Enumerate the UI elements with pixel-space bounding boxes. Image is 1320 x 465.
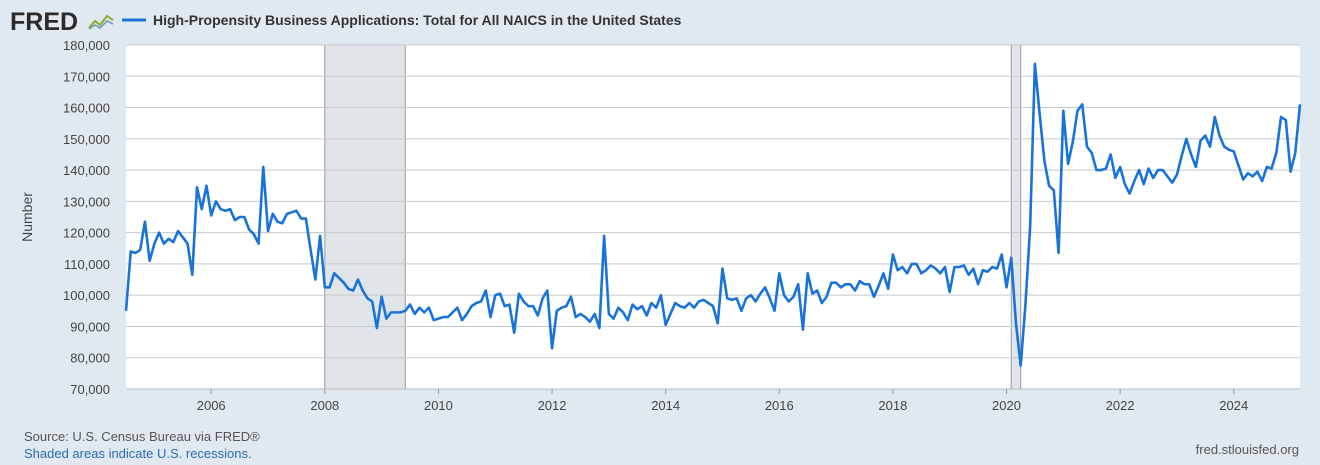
y-tick-label: 70,000: [70, 382, 110, 397]
y-axis-ticks: 70,000 80,000 90,000 100,000 110,000 120,000 1…: [63, 38, 110, 397]
x-tick-label: 2006: [197, 398, 226, 413]
fred-url-link[interactable]: fred.stlouisfed.org: [1195, 442, 1299, 457]
x-tick-label: 2008: [310, 398, 339, 413]
x-tick-label: 2018: [878, 398, 907, 413]
y-tick-label: 170,000: [63, 69, 110, 84]
y-tick-label: 140,000: [63, 163, 110, 178]
x-tick-label: 2012: [538, 398, 567, 413]
legend: High-Propensity Business Applications: T…: [122, 12, 682, 28]
y-axis-label: Number: [19, 192, 35, 242]
series-line: [124, 62, 1302, 367]
recession-band-0: [324, 45, 406, 389]
legend-label: High-Propensity Business Applications: T…: [153, 12, 682, 28]
y-tick-label: 150,000: [63, 132, 110, 147]
recession-band-1: [1011, 45, 1021, 389]
x-tick-label: 2024: [1219, 398, 1248, 413]
source-note: Source: U.S. Census Bureau via FRED®: [24, 429, 260, 444]
y-tick-label: 130,000: [63, 194, 110, 209]
x-tick-label: 2010: [424, 398, 453, 413]
y-tick-label: 110,000: [64, 257, 110, 272]
plot-area: [126, 45, 1300, 389]
fred-logo-text: FRED: [10, 8, 78, 36]
fred-logo[interactable]: FRED: [10, 8, 114, 36]
recession-shading: [324, 45, 1022, 389]
chart-icon: [88, 14, 114, 30]
x-tick-label: 2022: [1106, 398, 1135, 413]
x-axis-ticks: 2006 2008 2010 2012 2014 2016 2018 2020 2022 2024: [197, 389, 1248, 413]
y-tick-label: 80,000: [70, 351, 110, 366]
y-tick-label: 100,000: [63, 288, 110, 303]
y-tick-label: 160,000: [63, 101, 110, 116]
x-tick-label: 2014: [651, 398, 680, 413]
x-tick-label: 2016: [765, 398, 794, 413]
x-tick-label: 2020: [992, 398, 1021, 413]
recession-note-link[interactable]: Shaded areas indicate U.S. recessions.: [24, 446, 252, 461]
y-tick-label: 120,000: [63, 226, 110, 241]
y-tick-label: 90,000: [70, 319, 110, 334]
y-tick-label: 180,000: [63, 38, 110, 53]
